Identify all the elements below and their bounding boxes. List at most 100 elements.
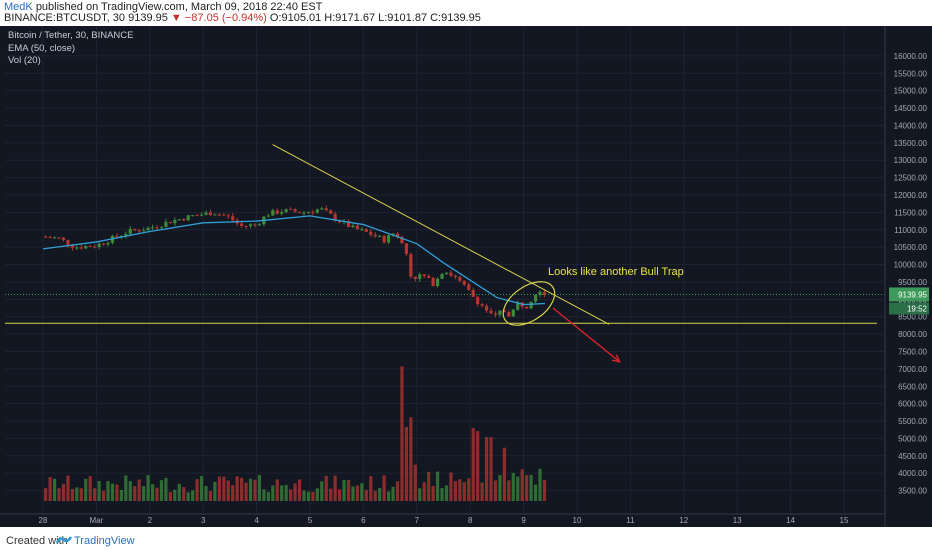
candle-body — [75, 247, 79, 249]
candle-body — [493, 313, 498, 315]
symbol: BINANCE:BTCUSDT, 30 — [4, 12, 126, 24]
candle-body — [484, 305, 489, 311]
volume-bar — [458, 479, 462, 501]
volume-bar — [533, 484, 538, 501]
volume-bar — [115, 484, 119, 501]
candle-body — [324, 208, 328, 211]
candle-body — [133, 228, 137, 231]
candle-body — [66, 239, 70, 246]
candle-body — [271, 210, 275, 216]
header: MedK published on TradingView.com, March… — [0, 0, 932, 24]
forecast-arrow — [552, 307, 621, 363]
candle-body — [199, 214, 204, 216]
price-change: ▼ −87.05 (−0.94%) — [170, 12, 267, 24]
tradingview-brand[interactable]: TradingView — [74, 535, 135, 547]
price-chart[interactable]: Looks like another Bull Trap 16000.00155… — [0, 26, 932, 527]
candle-body — [79, 247, 83, 249]
volume-bar — [177, 483, 181, 501]
ohlc: O:9105.01 H:9171.67 L:9101.87 C:9139.95 — [269, 12, 481, 24]
annotation-text: Looks like another Bull Trap — [548, 266, 684, 278]
candle-body — [208, 212, 213, 216]
legend-title: Bitcoin / Tether, 30, BINANCE — [8, 30, 134, 41]
x-tick-label: 9 — [521, 516, 526, 525]
volume-bar — [462, 482, 466, 501]
volume-bar — [79, 488, 83, 501]
volume-bar — [173, 489, 177, 501]
volume-bar — [106, 481, 110, 501]
volume-bar — [498, 475, 502, 501]
volume-bar — [199, 476, 204, 501]
volume-bar — [128, 481, 132, 501]
candle-body — [498, 310, 502, 315]
candle-body — [106, 242, 110, 245]
candle-body — [395, 233, 400, 237]
candle-body — [257, 224, 262, 226]
y-tick-label: 10000.00 — [894, 261, 928, 270]
volume-bar — [70, 489, 74, 501]
candle-body — [542, 291, 547, 296]
volume-bars — [44, 366, 547, 501]
candle-body — [320, 208, 324, 210]
y-tick-label: 8500.00 — [898, 313, 927, 322]
candle-body — [101, 243, 106, 245]
volume-bar — [240, 477, 244, 501]
candle-body — [168, 221, 172, 224]
candle-body — [137, 230, 141, 232]
volume-bar — [538, 468, 542, 501]
volume-bar — [257, 475, 262, 501]
forecast-arrow-head — [611, 354, 621, 363]
volume-bar — [395, 481, 400, 501]
volume-bar — [222, 476, 226, 501]
volume-bar — [208, 491, 213, 501]
footer: Created with TradingView — [0, 531, 932, 550]
candle-body — [373, 234, 377, 237]
volume-bar — [360, 483, 364, 501]
candle-body — [226, 215, 230, 217]
x-tick-label: 8 — [468, 516, 473, 525]
author-link[interactable]: MedK — [4, 1, 33, 13]
candle-body — [422, 274, 426, 277]
x-tick-label: Mar — [90, 516, 104, 525]
published-text: published on TradingView.com, March 09, … — [35, 1, 323, 13]
volume-bar — [493, 480, 498, 501]
candle-body — [471, 290, 475, 297]
candle-body — [297, 211, 302, 213]
volume-bar — [293, 483, 297, 501]
volume-bar — [529, 475, 533, 501]
volume-bar — [333, 475, 337, 501]
candle-body — [382, 235, 386, 243]
volume-bar — [155, 487, 159, 501]
candle-body — [289, 209, 293, 211]
candle-body — [173, 219, 177, 224]
candle-body — [240, 223, 244, 226]
volume-bar — [435, 471, 440, 501]
candle-body — [231, 216, 235, 221]
volume-bar — [382, 475, 386, 501]
volume-bar — [489, 437, 493, 501]
volume-bar — [542, 479, 547, 501]
chart-area[interactable]: Looks like another Bull Trap 16000.00 155… — [0, 26, 932, 527]
volume-bar — [235, 476, 239, 501]
volume-bar — [280, 485, 284, 501]
volume-bar — [431, 485, 435, 501]
candle-body — [502, 310, 506, 313]
candle-body — [164, 221, 168, 227]
x-tick-label: 5 — [308, 516, 313, 525]
candle-body — [186, 215, 190, 221]
volume-bar — [404, 426, 409, 501]
y-tick-label: 4000.00 — [898, 469, 927, 478]
volume-bar — [226, 480, 230, 501]
volume-bar — [427, 471, 431, 501]
candle-body — [217, 214, 221, 216]
y-tick-label: 13500.00 — [894, 139, 928, 148]
volume-bar — [52, 478, 57, 501]
candle-body — [458, 276, 462, 281]
candles — [44, 205, 547, 318]
x-tick-label: 15 — [840, 516, 849, 525]
candle-body — [525, 306, 529, 309]
x-axis: 28 Mar 2 3 4 5 6 7 8 9 10 11 12 13 14 15 — [0, 513, 885, 525]
volume-bar — [66, 475, 70, 501]
volume-bar — [253, 479, 257, 501]
y-tick-label: 10500.00 — [894, 243, 928, 252]
candle-body — [253, 224, 257, 226]
